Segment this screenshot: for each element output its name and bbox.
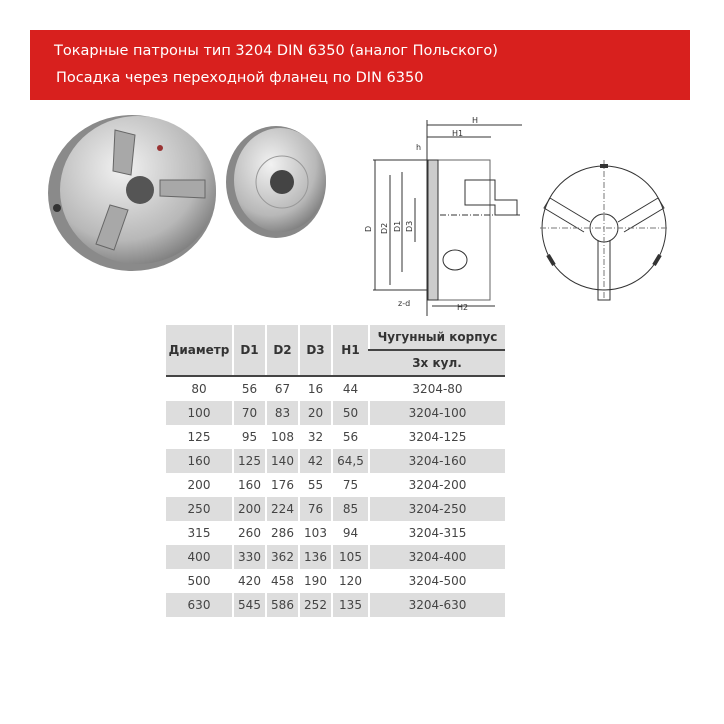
table-cell: 56: [232, 376, 266, 401]
table-cell: 200: [232, 497, 266, 521]
table-cell: 64,5: [331, 449, 369, 473]
table-row: 500 420 458 190 120 3204-500: [166, 569, 505, 593]
title-line-2: Посадка через переходной фланец по DIN 6…: [56, 70, 424, 86]
table-cell: 103: [298, 521, 332, 545]
label-H: H: [472, 116, 478, 125]
table-cell: 400: [166, 545, 233, 569]
table-cell: 135: [331, 593, 369, 617]
table-cell: 75: [331, 473, 369, 497]
table-cell: 56: [331, 425, 369, 449]
table-cell: 545: [232, 593, 266, 617]
table-row: 315 260 286 103 94 3204-315: [166, 521, 505, 545]
table-cell: 176: [265, 473, 299, 497]
table-cell: 140: [265, 449, 299, 473]
table-cell: 3204-80: [368, 376, 505, 401]
chuck-photo-back: [226, 126, 326, 238]
table-cell: 3204-200: [368, 473, 505, 497]
table-cell: 260: [232, 521, 266, 545]
table-cell: 76: [298, 497, 332, 521]
table-cell: 3204-315: [368, 521, 505, 545]
table-cell: 160: [166, 449, 233, 473]
table-cell: 330: [232, 545, 266, 569]
table-row: 630 545 586 252 135 3204-630: [166, 593, 505, 617]
label-z-d: z-d: [398, 299, 410, 308]
table-cell: 94: [331, 521, 369, 545]
table-cell: 160: [232, 473, 266, 497]
table-cell: 286: [265, 521, 299, 545]
label-H2: H2: [457, 303, 468, 312]
label-D3: D3: [405, 221, 414, 232]
table-cell: 3204-125: [368, 425, 505, 449]
table-cell: 252: [298, 593, 332, 617]
chuck-photo-front: [48, 115, 216, 271]
table-cell: 630: [166, 593, 233, 617]
header-d1: D1: [232, 325, 266, 377]
title-line-1: Токарные патроны тип 3204 DIN 6350 (анал…: [54, 43, 498, 59]
table-cell: 20: [298, 401, 332, 425]
table-row: 125 95 108 32 56 3204-125: [166, 425, 505, 449]
table-row: 100 70 83 20 50 3204-100: [166, 401, 505, 425]
table-cell: 125: [232, 449, 266, 473]
table-cell: 458: [265, 569, 299, 593]
table-row: 250 200 224 76 85 3204-250: [166, 497, 505, 521]
label-D2: D2: [380, 223, 389, 234]
table-cell: 67: [265, 376, 299, 401]
label-h: h: [416, 143, 421, 152]
label-H1: H1: [452, 129, 463, 138]
header-body: Чугунный корпус: [368, 325, 505, 351]
table-cell: 200: [187, 478, 211, 492]
table-cell: 500: [187, 574, 211, 588]
table-cell: 44: [331, 376, 369, 401]
table-cell: 3204-100: [368, 401, 505, 425]
table-cell: 55: [298, 473, 332, 497]
table-row: 80 56 67 16 44 3204-80: [166, 376, 505, 401]
table-cell: 362: [265, 545, 299, 569]
table-cell: 190: [298, 569, 332, 593]
table-cell: 3204-500: [368, 569, 505, 593]
label-D1: D1: [393, 221, 402, 232]
table-cell: 125: [187, 430, 211, 444]
subheader-jaws: 3х кул.: [369, 350, 505, 377]
table-cell: 108: [265, 425, 299, 449]
header-d3: D3: [298, 325, 332, 377]
table-cell: 586: [265, 593, 299, 617]
table-cell: 3204-160: [368, 449, 505, 473]
table-cell: 32: [298, 425, 332, 449]
table-cell: 420: [232, 569, 266, 593]
table-row: 160 125 140 42 64,5 3204-160: [166, 449, 505, 473]
table-cell: 315: [187, 526, 211, 540]
header-diameter: Диаметр: [166, 325, 233, 377]
table-row: 200 160 176 55 75 3204-200: [166, 473, 505, 497]
header-h1: H1: [331, 325, 369, 377]
table-cell: 50: [331, 401, 369, 425]
product-images: H H1 h H2 z-d D D2 D1 D3: [48, 115, 668, 316]
technical-drawing-side: [373, 120, 522, 316]
header-d2: D2: [265, 325, 299, 377]
technical-drawing-front: [540, 160, 668, 301]
table-cell: 136: [298, 545, 332, 569]
table-cell: 85: [331, 497, 369, 521]
table-cell: 250: [166, 497, 233, 521]
table-cell: 42: [298, 449, 332, 473]
title-banner: Токарные патроны тип 3204 DIN 6350 (анал…: [30, 30, 690, 100]
table-cell: 16: [298, 376, 332, 401]
table-cell: 80: [191, 382, 207, 396]
table-cell: 100: [166, 401, 233, 425]
table-row: 400 330 362 136 105 3204-400: [166, 545, 505, 569]
specs-table: Диаметр D1 D2 D3 H1 Чугунный корпус 3х к…: [166, 325, 505, 617]
table-cell: 3204-630: [368, 593, 505, 617]
table-cell: 70: [232, 401, 266, 425]
table-cell: 224: [265, 497, 299, 521]
table-cell: 105: [331, 545, 369, 569]
label-D: D: [364, 226, 373, 232]
table-cell: 3204-400: [368, 545, 505, 569]
table-cell: 3204-250: [368, 497, 505, 521]
drawing-dimension-labels: H H1 h H2 z-d D D2 D1 D3: [364, 116, 478, 312]
table-cell: 95: [232, 425, 266, 449]
table-cell: 83: [265, 401, 299, 425]
table-cell: 120: [331, 569, 369, 593]
